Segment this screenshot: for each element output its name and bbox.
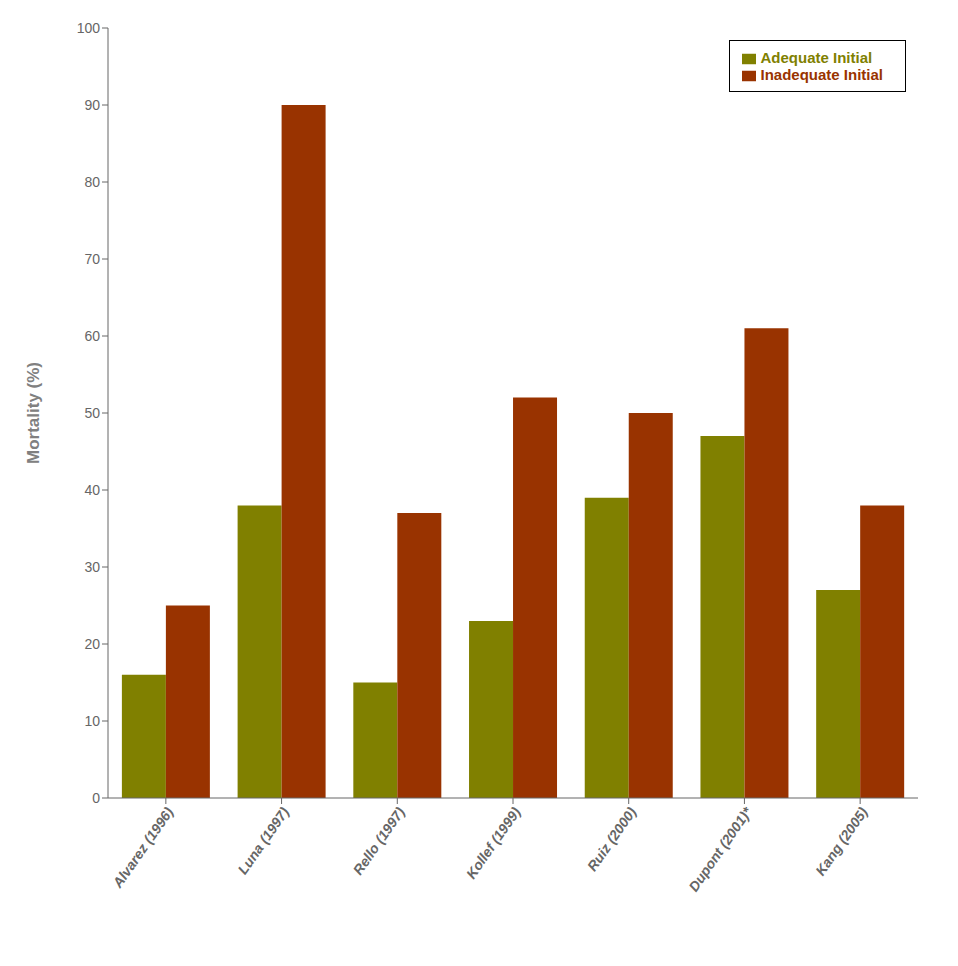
svg-text:100: 100	[77, 20, 101, 36]
svg-text:60: 60	[84, 328, 100, 344]
svg-text:90: 90	[84, 97, 100, 113]
svg-text:Rello (1997): Rello (1997)	[350, 804, 408, 878]
html-text:Inadequate Initial: Inadequate Initial	[760, 66, 883, 83]
svg-text:10: 10	[84, 713, 100, 729]
svg-text:Kang (2005): Kang (2005)	[812, 804, 871, 878]
svg-text:Dupont (2001)*: Dupont (2001)*	[685, 804, 755, 895]
svg-text:Kollef (1999): Kollef (1999)	[463, 804, 524, 882]
svg-text:40: 40	[84, 482, 100, 498]
svg-text:Ruiz (2000): Ruiz (2000)	[584, 804, 640, 874]
svg-text:70: 70	[84, 251, 100, 267]
svg-text:Luna (1997): Luna (1997)	[234, 804, 292, 877]
svg-text:Mortality (%): Mortality (%)	[24, 362, 43, 464]
svg-text:Alvarez (1996): Alvarez (1996)	[109, 804, 177, 891]
svg-text:0: 0	[92, 790, 100, 806]
svg-text:30: 30	[84, 559, 100, 575]
svg-text:20: 20	[84, 636, 100, 652]
svg-text:80: 80	[84, 174, 100, 190]
html-text:Adequate Initial: Adequate Initial	[760, 49, 873, 66]
svg-text:50: 50	[84, 405, 100, 421]
